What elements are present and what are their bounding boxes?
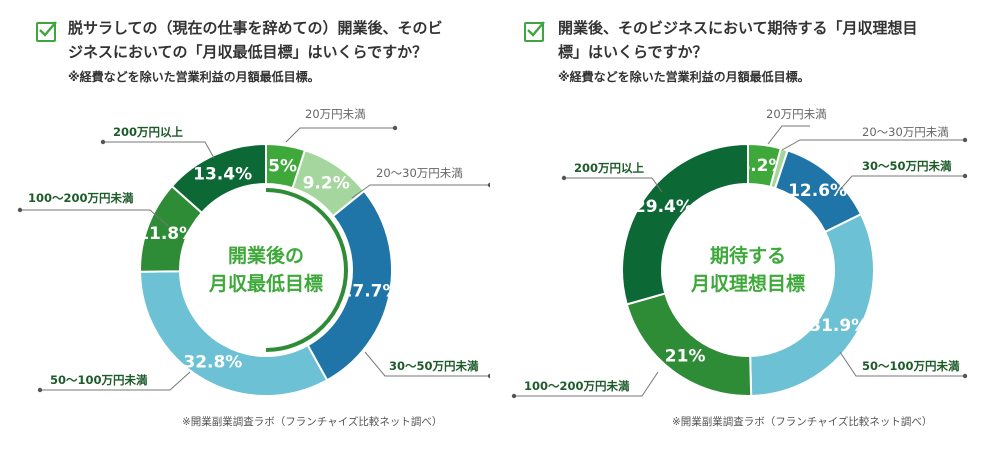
question-title-line2: 標」はいくらですか？	[558, 43, 708, 61]
chart-panel-ideal-income: 開業後、そのビジネスにおいて期待する「月収理想目 標」はいくらですか？ ※経費な…	[500, 0, 990, 450]
inner-accent-ring	[265, 188, 348, 352]
leader-dot	[37, 387, 43, 393]
leader-dot	[511, 393, 517, 399]
question-title-line1: 脱サラしての（現在の仕事を辞めての）開業後、そのビ	[68, 19, 443, 37]
category-label: 200万円以上	[113, 125, 184, 139]
source-note: ※開業副業調査ラボ（フランチャイズ比較ネット調べ）	[672, 416, 933, 428]
leader-dot	[487, 182, 490, 188]
leader-line	[781, 139, 965, 151]
slice-5	[625, 292, 753, 397]
leader-dot	[100, 139, 106, 145]
leader-line	[20, 209, 169, 227]
slice-6	[621, 142, 749, 306]
category-label: 100〜200万円未満	[28, 191, 134, 205]
center-title-line2: 月収最低目標	[208, 272, 323, 295]
leader-line	[767, 125, 810, 145]
leader-line	[837, 175, 965, 193]
slice-value-label: 5%	[268, 156, 297, 176]
category-label: 50〜100万円未満	[50, 373, 148, 387]
donut-chart: 4.2%20万円未満20〜30万円未満12.6%30〜50万円未満31.9%50…	[511, 107, 968, 399]
slice-6	[170, 142, 267, 215]
center-title-line1: 期待する	[710, 244, 786, 267]
leader-line	[564, 177, 663, 193]
leader-dot	[487, 373, 490, 379]
category-label: 30〜50万円未満	[862, 159, 952, 173]
leader-dot	[561, 175, 567, 181]
question-title: 開業後、そのビジネスにおいて期待する「月収理想目 標」はいくらですか？	[558, 16, 918, 64]
center-title-line2: 月収理想目標	[690, 272, 805, 295]
slice-value-label: 9.2%	[303, 174, 350, 194]
slice-value-label: 13.4%	[193, 164, 252, 184]
question-title-line1: 開業後、そのビジネスにおいて期待する「月収理想目	[558, 19, 918, 37]
slice-value-label: 12.6%	[788, 181, 847, 201]
category-label: 20万円未満	[766, 107, 827, 121]
center-title-line1: 開業後の	[228, 244, 304, 267]
category-label: 30〜50万円未満	[389, 359, 479, 373]
chart-panel-minimum-income: 脱サラしての（現在の仕事を辞めての）開業後、そのビ ジネスにおいての「月収最低目…	[0, 0, 490, 450]
leader-line	[285, 127, 395, 143]
checkbox-icon	[36, 21, 57, 42]
slice-value-label: 29.4%	[634, 197, 693, 217]
leader-dot	[17, 207, 23, 213]
slice-value-label: 31.9%	[809, 316, 868, 336]
category-label: 200万円以上	[574, 161, 645, 175]
category-label: 20万円未満	[305, 107, 366, 121]
leader-line	[839, 351, 965, 377]
leader-dot	[962, 373, 968, 379]
leader-line	[514, 371, 659, 397]
leader-line	[364, 351, 490, 377]
slice-value-label: 11.8%	[137, 224, 196, 244]
checkbox-icon	[524, 21, 545, 42]
slice-4	[138, 270, 329, 397]
slice-4	[749, 212, 875, 397]
leader-dot	[962, 137, 968, 143]
category-label: 100〜200万円未満	[524, 379, 630, 393]
slice-value-label: 27.7%	[341, 281, 400, 301]
leader-line	[40, 371, 191, 391]
question-subtitle: ※経費などを除いた営業利益の月額最低目標。	[68, 70, 320, 84]
source-note: ※開業副業調査ラボ（フランチャイズ比較ネット調べ）	[182, 416, 443, 428]
leader-line	[103, 141, 215, 159]
leader-line	[351, 184, 490, 199]
donut-chart: 5% 20万円未満 9.2% 20〜30万円未満 27.7% 30〜50万円未満 32.8%…	[17, 107, 490, 397]
question-subtitle: ※経費などを除いた営業利益の月額最低目標。	[558, 70, 810, 84]
slice-value-label: 21%	[665, 346, 706, 366]
category-label: 50〜100万円未満	[862, 359, 960, 373]
question-title: 脱サラしての（現在の仕事を辞めての）開業後、そのビ ジネスにおいての「月収最低目…	[68, 16, 443, 64]
slice-value-label: 32.8%	[183, 353, 242, 373]
category-label: 20〜30万円未満	[376, 166, 463, 180]
category-label: 20〜30万円未満	[862, 125, 949, 139]
leader-dot	[392, 125, 398, 131]
leader-dot	[962, 173, 968, 179]
question-title-line2: ジネスにおいての「月収最低目標」はいくらですか？	[68, 43, 428, 61]
